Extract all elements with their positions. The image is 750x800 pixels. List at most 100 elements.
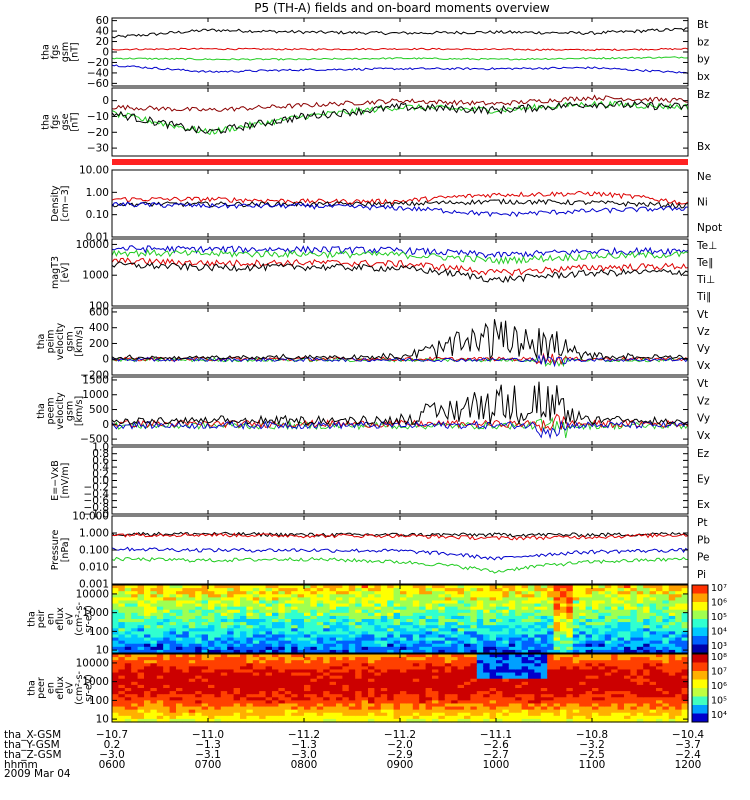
spectrogram-cell <box>489 672 497 677</box>
spectrogram-cell <box>656 694 663 698</box>
spectrogram-cell <box>246 666 254 671</box>
spectrogram-cell <box>150 654 158 658</box>
spectrogram-cell <box>528 600 535 605</box>
spectrogram-cell <box>464 669 471 674</box>
spectrogram-cell <box>432 619 439 623</box>
spectrogram-cell <box>259 718 267 723</box>
spectrogram-cell <box>547 603 555 608</box>
spectrogram-cell <box>412 625 420 629</box>
spectrogram-cell <box>137 594 145 598</box>
spectrogram-cell <box>592 663 599 667</box>
spectrogram-cell <box>457 609 465 614</box>
spectrogram-cell <box>214 628 222 632</box>
spectrogram-cell <box>227 643 235 648</box>
x-row-value: −3.1 <box>195 749 221 761</box>
spectrogram-cell <box>259 594 267 598</box>
spectrogram-cell <box>348 637 356 642</box>
spectrogram-cell <box>201 694 209 698</box>
spectrogram-cell <box>476 634 484 639</box>
spectrogram-cell <box>163 678 171 683</box>
spectrogram-cell <box>348 615 356 620</box>
spectrogram-cell <box>131 637 139 642</box>
spectrogram-cell <box>585 640 593 645</box>
spectrogram-cell <box>393 625 401 629</box>
spectrogram-cell <box>592 585 599 589</box>
spectrogram-cell <box>310 640 318 645</box>
spectrogram-cell <box>163 718 171 723</box>
x-row-value: −3.0 <box>99 749 125 761</box>
spectrogram-cell <box>425 660 433 664</box>
spectrogram-cell <box>124 718 132 723</box>
spectrogram-cell <box>432 660 439 664</box>
spectrogram-cell <box>316 688 324 692</box>
spectrogram-cell <box>240 628 247 632</box>
spectrogram-cell <box>547 718 555 723</box>
spectrogram-cell <box>675 606 683 611</box>
spectrogram-cell <box>470 588 478 592</box>
spectrogram-cell <box>220 657 228 661</box>
spectrogram-cell <box>169 597 177 602</box>
spectrogram-cell <box>611 625 619 629</box>
spectrogram-cell <box>112 691 119 695</box>
spectrogram-cell <box>547 669 555 674</box>
spectrogram-cell <box>547 609 555 614</box>
spectrogram-cell <box>400 591 407 595</box>
y-axis-label-line: gsm <box>60 42 71 62</box>
spectrogram-cell <box>444 694 452 698</box>
spectrogram-cell <box>278 619 286 623</box>
spectrogram-cell <box>214 625 222 629</box>
spectrogram-cell <box>406 646 414 651</box>
spectrogram-cell <box>387 706 395 711</box>
spectrogram-cell <box>528 628 535 632</box>
spectrogram-cell <box>579 681 587 686</box>
spectrogram-cell <box>630 606 638 611</box>
spectrogram-cell <box>246 597 254 602</box>
spectrogram-cell <box>233 625 241 629</box>
spectrogram-cell <box>131 628 139 632</box>
spectrogram-cell <box>361 675 369 680</box>
spectrogram-cell <box>521 649 529 654</box>
spectrogram-cell <box>444 606 452 611</box>
spectrogram-cell <box>310 625 318 629</box>
spectrogram-cell <box>150 703 158 708</box>
spectrogram-cell <box>240 703 247 708</box>
spectrogram-cell <box>156 637 164 642</box>
spectrogram-cell <box>611 612 619 617</box>
spectrogram-cell <box>444 637 452 642</box>
spectrogram-cell <box>323 691 331 695</box>
spectrogram-cell <box>432 715 439 720</box>
spectrogram-cell <box>329 585 337 589</box>
spectrogram-cell <box>464 622 471 626</box>
spectrogram-cell <box>425 631 433 636</box>
spectrogram-cell <box>444 672 452 677</box>
spectrogram-cell <box>419 591 427 595</box>
spectrogram-cell <box>483 619 491 623</box>
spectrogram-cell <box>329 619 337 623</box>
spectrogram-cell <box>400 594 407 598</box>
spectrogram-cell <box>182 715 190 720</box>
spectrogram-cell <box>336 597 343 602</box>
spectrogram-cell <box>284 634 292 639</box>
spectrogram-cell <box>675 640 683 645</box>
spectrogram-cell <box>617 688 625 692</box>
spectrogram-cell <box>675 672 683 677</box>
spectrogram-cell <box>502 634 510 639</box>
spectrogram-cell <box>425 694 433 698</box>
spectrogram-cell <box>400 678 407 683</box>
spectrogram-cell <box>278 694 286 698</box>
spectrogram-cell <box>464 715 471 720</box>
spectrogram-cell <box>412 660 420 664</box>
spectrogram-cell <box>425 640 433 645</box>
spectrogram-cell <box>144 588 151 592</box>
spectrogram-cell <box>208 691 215 695</box>
spectrogram-cell <box>662 691 670 695</box>
spectrogram-cell <box>656 684 663 689</box>
spectrogram-cell <box>617 628 625 632</box>
spectrogram-cell <box>374 700 382 705</box>
spectrogram-cell <box>368 615 375 620</box>
spectrogram-cell <box>137 712 145 717</box>
spectrogram-cell <box>476 675 484 680</box>
spectrogram-cell <box>188 588 196 592</box>
spectrogram-cell <box>214 703 222 708</box>
spectrogram-cell <box>592 588 599 592</box>
